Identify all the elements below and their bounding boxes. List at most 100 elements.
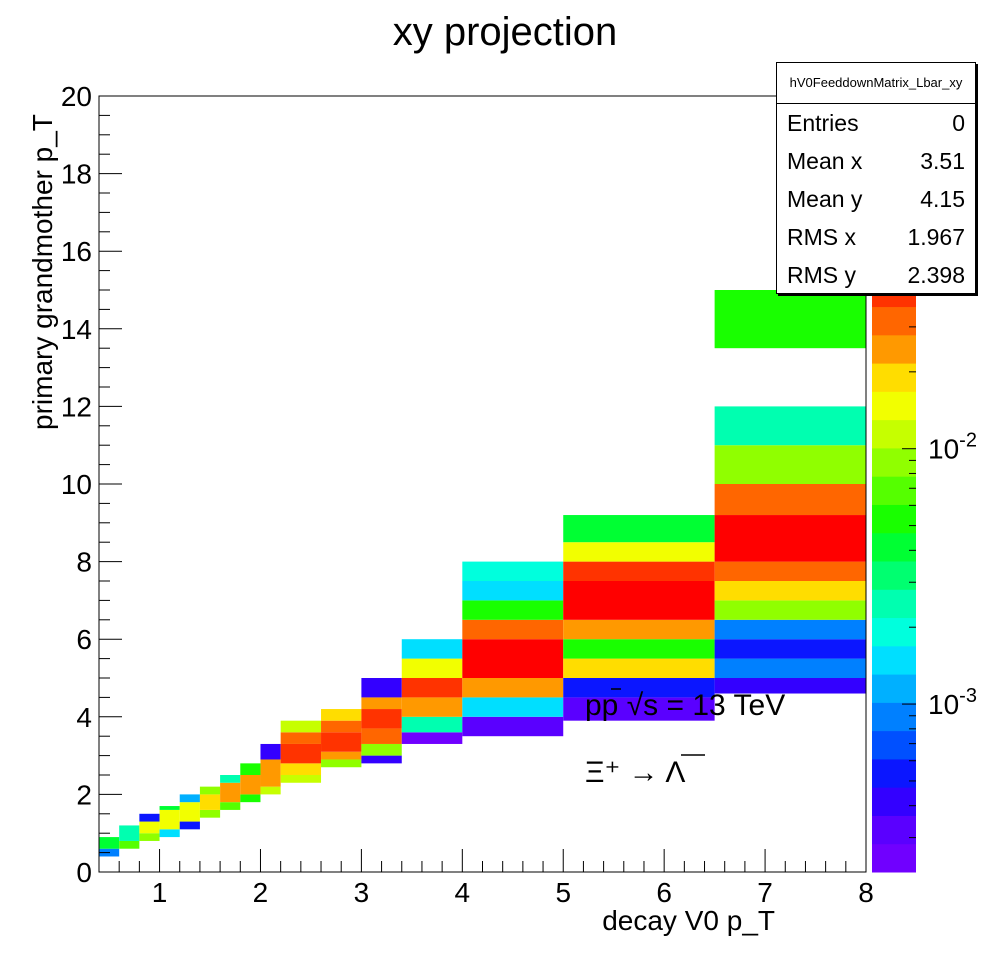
heatmap-cell [260,759,281,787]
colorbar-segment [872,391,916,421]
decay-label: Ξ⁺ → Λ [585,756,685,789]
colorbar-segment [872,787,916,816]
stats-row: Mean x 3.51 [777,142,975,180]
x-tick-label: 2 [253,877,269,908]
heatmap-cell [714,658,866,678]
colorbar-segment [872,617,916,647]
colorbar-segment [872,758,916,788]
chart-title: xy projection [393,10,618,54]
collision-label: pp √s = 13 TeV [585,689,785,722]
heatmap-cell [321,720,362,733]
heatmap-cell [199,809,221,818]
stats-histogram-name: hV0FeeddownMatrix_Lbar_xy [777,63,975,104]
heatmap-cell [260,786,281,795]
stats-value: 4.15 [920,186,965,212]
colorbar-segment [872,730,916,760]
heatmap-cell [199,794,221,810]
heatmap-cell [119,840,140,849]
colorbar-segment [872,843,916,873]
heatmap-cell [563,678,715,698]
stats-value: 3.51 [920,148,965,174]
heatmap-cell [462,697,564,717]
heatmap-cell [714,515,866,562]
heatmap-cell [462,678,564,698]
colorbar-segment [872,306,916,336]
heatmap-cell [563,515,715,543]
heatmap-cell [280,775,322,783]
colorbar-segment [872,589,916,619]
y-tick-label: 20 [61,81,92,112]
heatmap-cell [139,833,160,841]
heatmap-cell [714,561,866,581]
heatmap-cell [563,619,715,640]
heatmap-cell [220,775,241,783]
x-axis-label: decay V0 p_T [602,905,775,936]
stats-value: 0 [952,110,965,136]
x-tick-label: 1 [152,877,168,908]
y-tick-label: 14 [61,314,92,345]
heatmap-cell [401,678,463,698]
heatmap-cell [361,755,402,764]
heatmap-cell [401,732,463,744]
heatmap-cell [179,821,200,830]
heatmap-cell [361,697,402,710]
heatmap-cells [99,290,866,857]
colorbar-segment [872,815,916,845]
heatmap-cell [462,619,564,640]
heatmap-cell [179,794,200,803]
heatmap-cell [159,806,180,810]
colorbar-segment [872,363,916,392]
heatmap-cell [563,639,715,659]
y-tick-label: 12 [61,391,92,422]
y-tick-label: 2 [76,779,92,810]
colorbar-segment [872,674,916,703]
heatmap-cell [361,728,402,744]
heatmap-cell [321,751,362,760]
heatmap-cell [714,581,866,601]
colorbar-segment [872,645,916,675]
x-tick-label: 7 [757,877,773,908]
x-tick-label: 3 [354,877,370,908]
heatmap-cell [563,658,715,678]
heatmap-cell [563,697,715,721]
y-tick-label: 6 [76,624,92,655]
colorbar-segment [872,702,916,732]
stats-label: RMS x [787,224,856,250]
z-tick-label: 10-2 [928,430,977,465]
heatmap-cell [280,763,322,775]
stats-label: Entries [787,110,859,136]
heatmap-cell [563,581,715,620]
stats-row: Entries 0 [777,104,975,142]
x-tick-label: 4 [455,877,471,908]
heatmap-cell [321,759,362,768]
y-tick-label: 0 [76,857,92,888]
heatmap-cell [401,639,463,659]
color-scale-bar [872,250,916,873]
stats-row: Mean y 4.15 [777,180,975,218]
stats-rows: Entries 0 Mean x 3.51 Mean y 4.15 RMS x 1.967 RM… [777,104,975,294]
stats-label: RMS y [787,262,856,288]
x-tick-label: 8 [858,877,874,908]
stats-label: Mean x [787,148,863,174]
z-tick-label: 10-3 [928,685,977,720]
y-tick-label: 10 [61,469,92,500]
heatmap-cell [321,732,362,752]
y-axis-ticks: 0 2 4 6 8 10 12 14 16 18 20 [61,81,122,888]
heatmap-cell [99,837,120,849]
y-tick-label: 8 [76,547,92,578]
heatmap-cell [220,802,241,810]
heatmap-cell [462,581,564,601]
heatmap-cell [361,743,402,756]
heatmap-cell [563,542,715,562]
x-tick-label: 6 [656,877,672,908]
stats-row: RMS y 2.398 [777,256,975,294]
heatmap-cell [240,794,261,803]
stats-label: Mean y [787,186,863,212]
z-axis-ticks: 10-3 10-2 [902,249,977,839]
heatmap-cell [240,775,261,795]
heatmap-cell [260,743,281,760]
heatmap-cell [714,406,866,446]
heatmap-cell [714,619,866,640]
heatmap-cell [321,709,362,721]
